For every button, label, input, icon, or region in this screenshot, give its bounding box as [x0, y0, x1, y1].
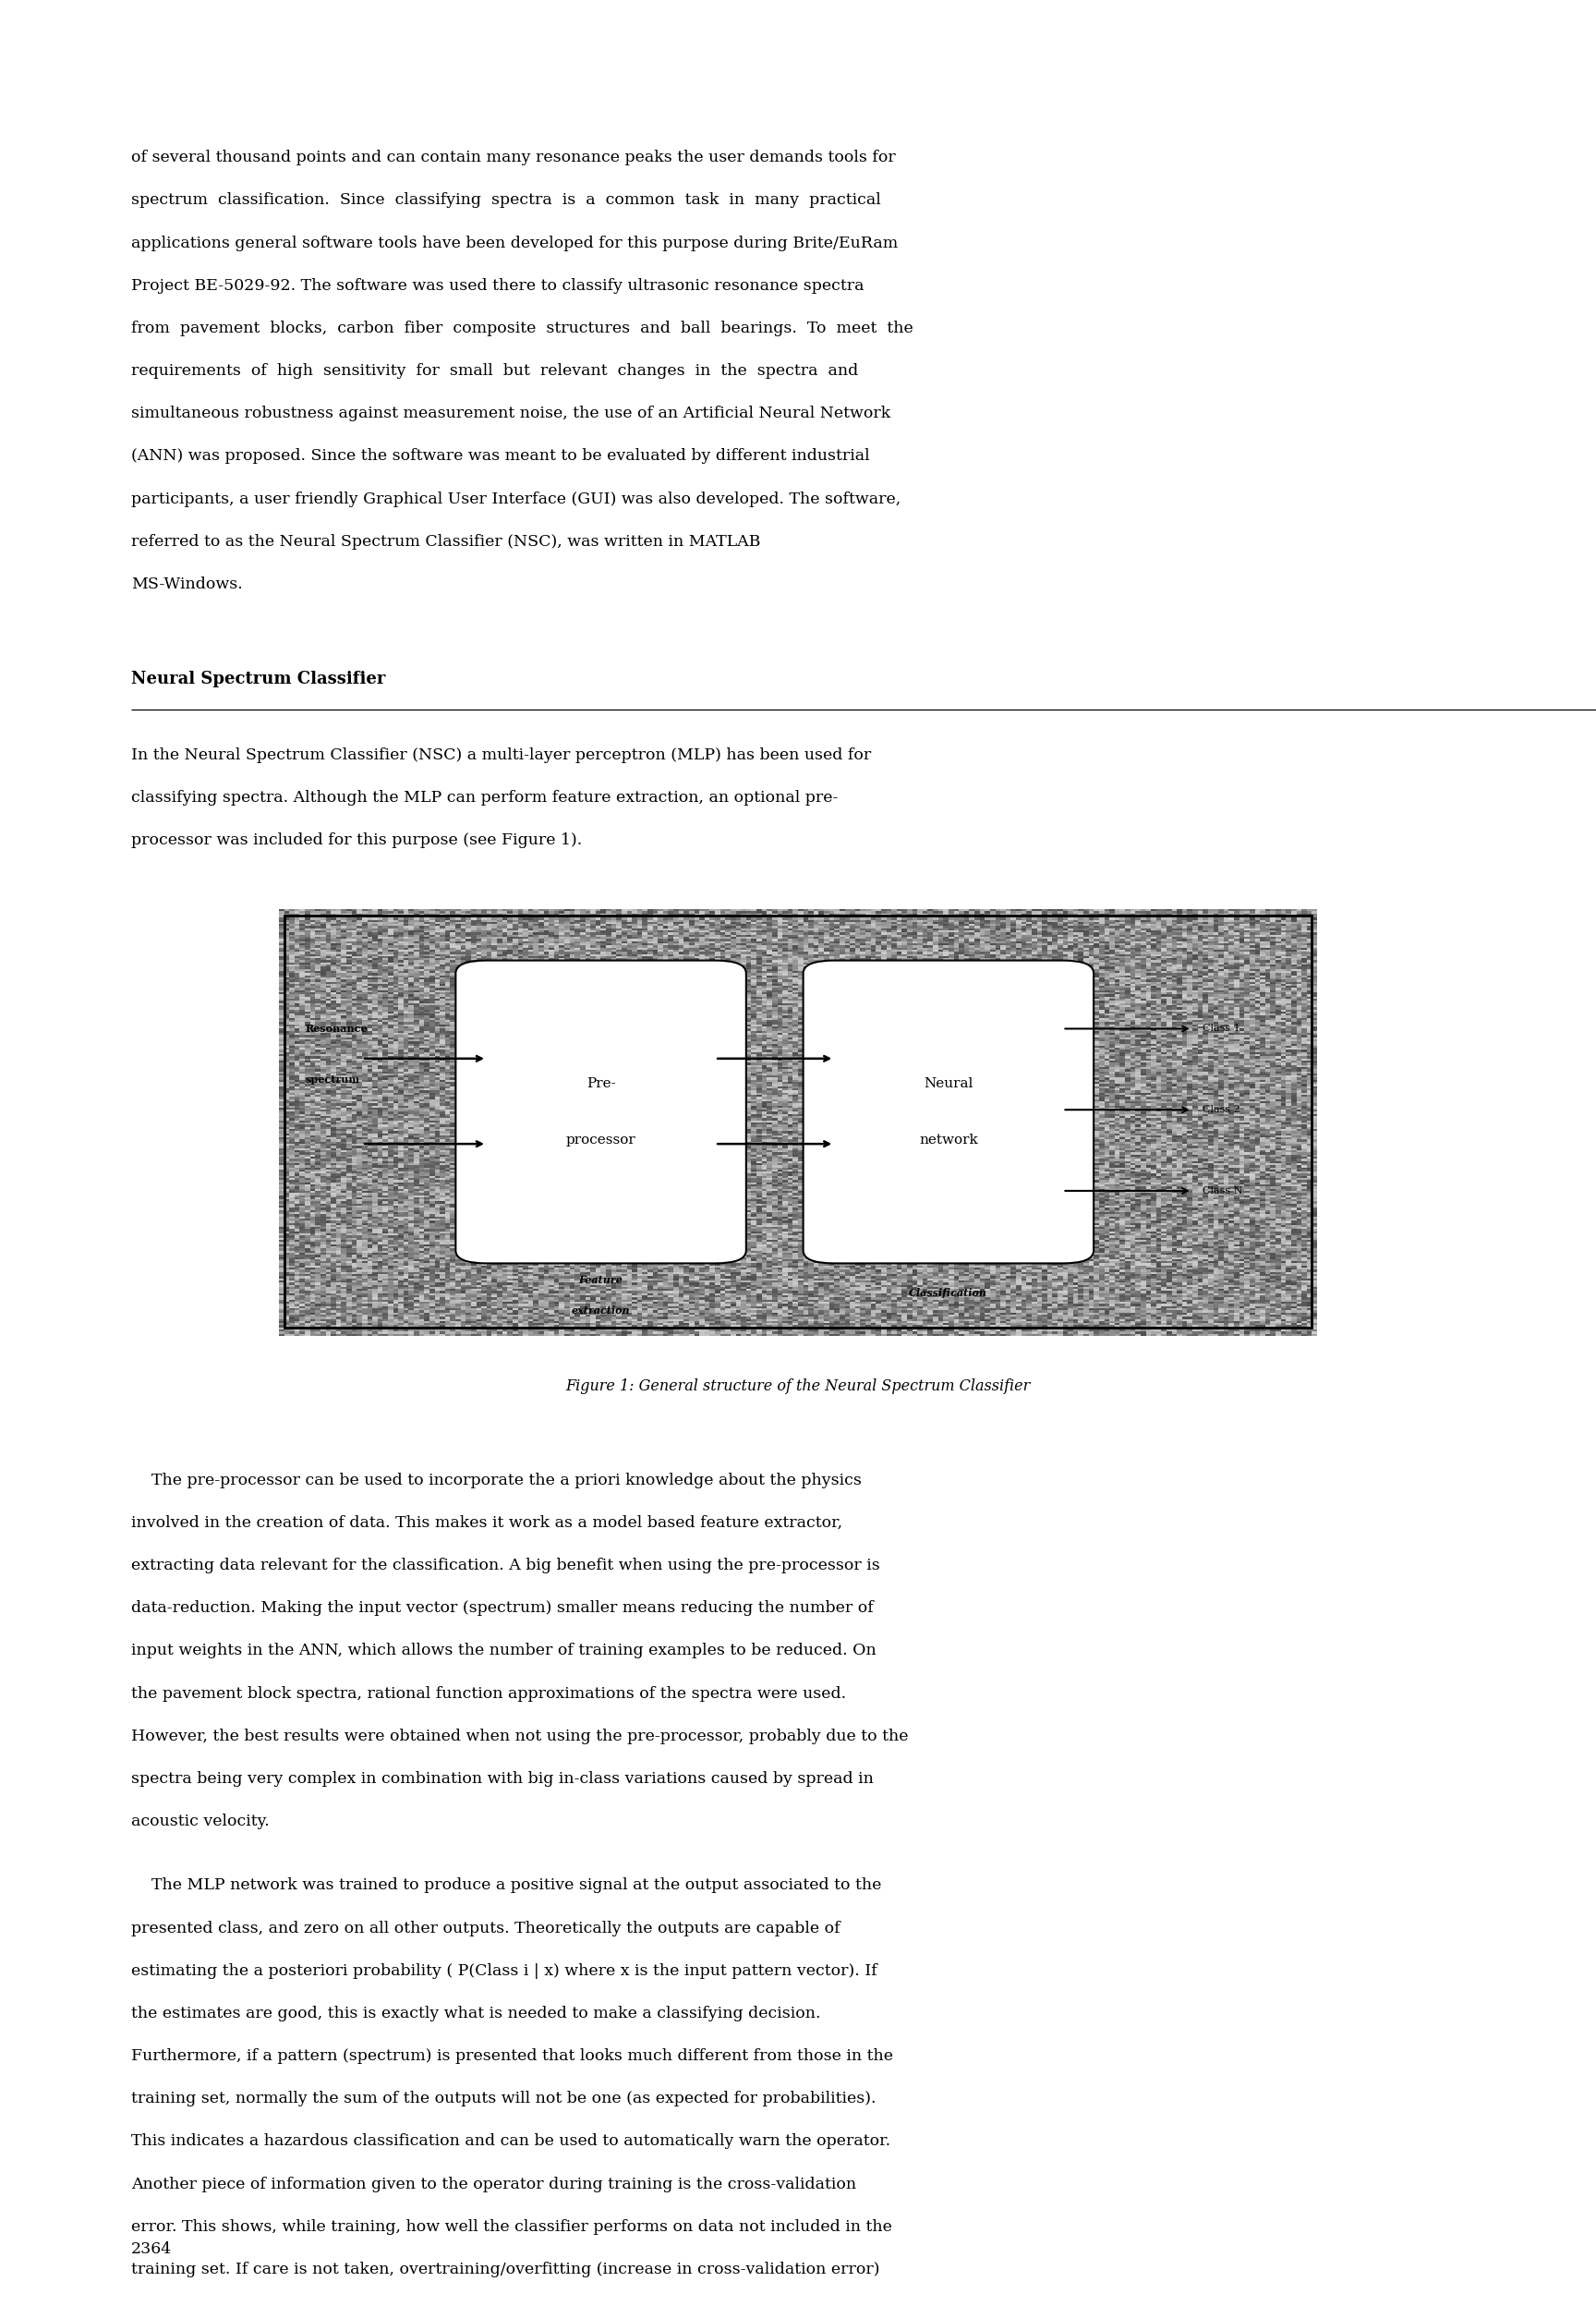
- Text: involved in the creation of data. This makes it work as a model based feature ex: involved in the creation of data. This m…: [131, 1515, 843, 1531]
- Text: spectrum: spectrum: [305, 1075, 359, 1086]
- Text: Neural Spectrum Classifier: Neural Spectrum Classifier: [131, 671, 385, 687]
- Text: applications general software tools have been developed for this purpose during : applications general software tools have…: [131, 235, 897, 251]
- FancyBboxPatch shape: [455, 959, 745, 1264]
- Text: Class 2: Class 2: [1202, 1105, 1240, 1114]
- Text: Another piece of information given to the operator during training is the cross-: Another piece of information given to th…: [131, 2177, 855, 2193]
- Text: the estimates are good, this is exactly what is needed to make a classifying dec: the estimates are good, this is exactly …: [131, 2006, 820, 2022]
- FancyBboxPatch shape: [803, 959, 1093, 1264]
- Text: requirements  of  high  sensitivity  for  small  but  relevant  changes  in  the: requirements of high sensitivity for sma…: [131, 362, 859, 378]
- Text: Furthermore, if a pattern (spectrum) is presented that looks much different from: Furthermore, if a pattern (spectrum) is …: [131, 2048, 892, 2064]
- Text: presented class, and zero on all other outputs. Theoretically the outputs are ca: presented class, and zero on all other o…: [131, 1921, 839, 1937]
- Text: This indicates a hazardous classification and can be used to automatically warn : This indicates a hazardous classificatio…: [131, 2133, 891, 2149]
- Text: (ANN) was proposed. Since the software was meant to be evaluated by different in: (ANN) was proposed. Since the software w…: [131, 447, 870, 464]
- Text: The pre-processor can be used to incorporate the a priori knowledge about the ph: The pre-processor can be used to incorpo…: [131, 1471, 862, 1487]
- Text: Figure 1: General structure of the Neural Spectrum Classifier: Figure 1: General structure of the Neura…: [565, 1379, 1031, 1395]
- Text: processor was included for this purpose (see Figure 1).: processor was included for this purpose …: [131, 832, 583, 849]
- Text: Classification: Classification: [910, 1289, 988, 1298]
- Text: acoustic velocity.: acoustic velocity.: [131, 1813, 270, 1829]
- Text: data-reduction. Making the input vector (spectrum) smaller means reducing the nu: data-reduction. Making the input vector …: [131, 1600, 873, 1617]
- Text: spectrum  classification.  Since  classifying  spectra  is  a  common  task  in : spectrum classification. Since classifyi…: [131, 191, 881, 208]
- Text: from  pavement  blocks,  carbon  fiber  composite  structures  and  ball  bearin: from pavement blocks, carbon fiber compo…: [131, 321, 913, 337]
- Text: 2364: 2364: [131, 2241, 172, 2258]
- Text: referred to as the Neural Spectrum Classifier (NSC), was written in MATLAB: referred to as the Neural Spectrum Class…: [131, 533, 760, 549]
- Text: Neural: Neural: [924, 1077, 974, 1091]
- Text: MS-Windows.: MS-Windows.: [131, 576, 243, 593]
- Text: simultaneous robustness against measurement noise, the use of an Artificial Neur: simultaneous robustness against measurem…: [131, 406, 891, 422]
- Text: Feature: Feature: [579, 1275, 622, 1284]
- Text: Resonance: Resonance: [305, 1024, 367, 1033]
- Text: extraction: extraction: [571, 1305, 630, 1314]
- Text: The MLP network was trained to produce a positive signal at the output associate: The MLP network was trained to produce a…: [131, 1877, 881, 1893]
- Text: extracting data relevant for the classification. A big benefit when using the pr: extracting data relevant for the classif…: [131, 1557, 879, 1573]
- Text: estimating the a posteriori probability ( P(Class i | x) where x is the input pa: estimating the a posteriori probability …: [131, 1962, 876, 1979]
- Text: Class 1: Class 1: [1202, 1024, 1240, 1033]
- Text: input weights in the ANN, which allows the number of training examples to be red: input weights in the ANN, which allows t…: [131, 1642, 876, 1658]
- Text: training set, normally the sum of the outputs will not be one (as expected for p: training set, normally the sum of the ou…: [131, 2092, 876, 2108]
- Text: However, the best results were obtained when not using the pre-processor, probab: However, the best results were obtained …: [131, 1727, 908, 1743]
- Text: spectra being very complex in combination with big in-class variations caused by: spectra being very complex in combinatio…: [131, 1771, 873, 1787]
- Text: error. This shows, while training, how well the classifier performs on data not : error. This shows, while training, how w…: [131, 2218, 892, 2235]
- Text: participants, a user friendly Graphical User Interface (GUI) was also developed.: participants, a user friendly Graphical …: [131, 491, 900, 507]
- Text: In the Neural Spectrum Classifier (NSC) a multi-layer perceptron (MLP) has been : In the Neural Spectrum Classifier (NSC) …: [131, 747, 871, 763]
- Text: network: network: [919, 1132, 978, 1146]
- Text: of several thousand points and can contain many resonance peaks the user demands: of several thousand points and can conta…: [131, 150, 895, 166]
- Text: Project BE-5029-92. The software was used there to classify ultrasonic resonance: Project BE-5029-92. The software was use…: [131, 279, 863, 293]
- Text: Class N: Class N: [1202, 1185, 1243, 1195]
- Text: training set. If care is not taken, overtraining/overfitting (increase in cross-: training set. If care is not taken, over…: [131, 2262, 879, 2278]
- Text: the pavement block spectra, rational function approximations of the spectra were: the pavement block spectra, rational fun…: [131, 1686, 846, 1702]
- Text: classifying spectra. Although the MLP can perform feature extraction, an optiona: classifying spectra. Although the MLP ca…: [131, 789, 838, 805]
- Text: Pre-: Pre-: [586, 1077, 616, 1091]
- Text: processor: processor: [567, 1132, 635, 1146]
